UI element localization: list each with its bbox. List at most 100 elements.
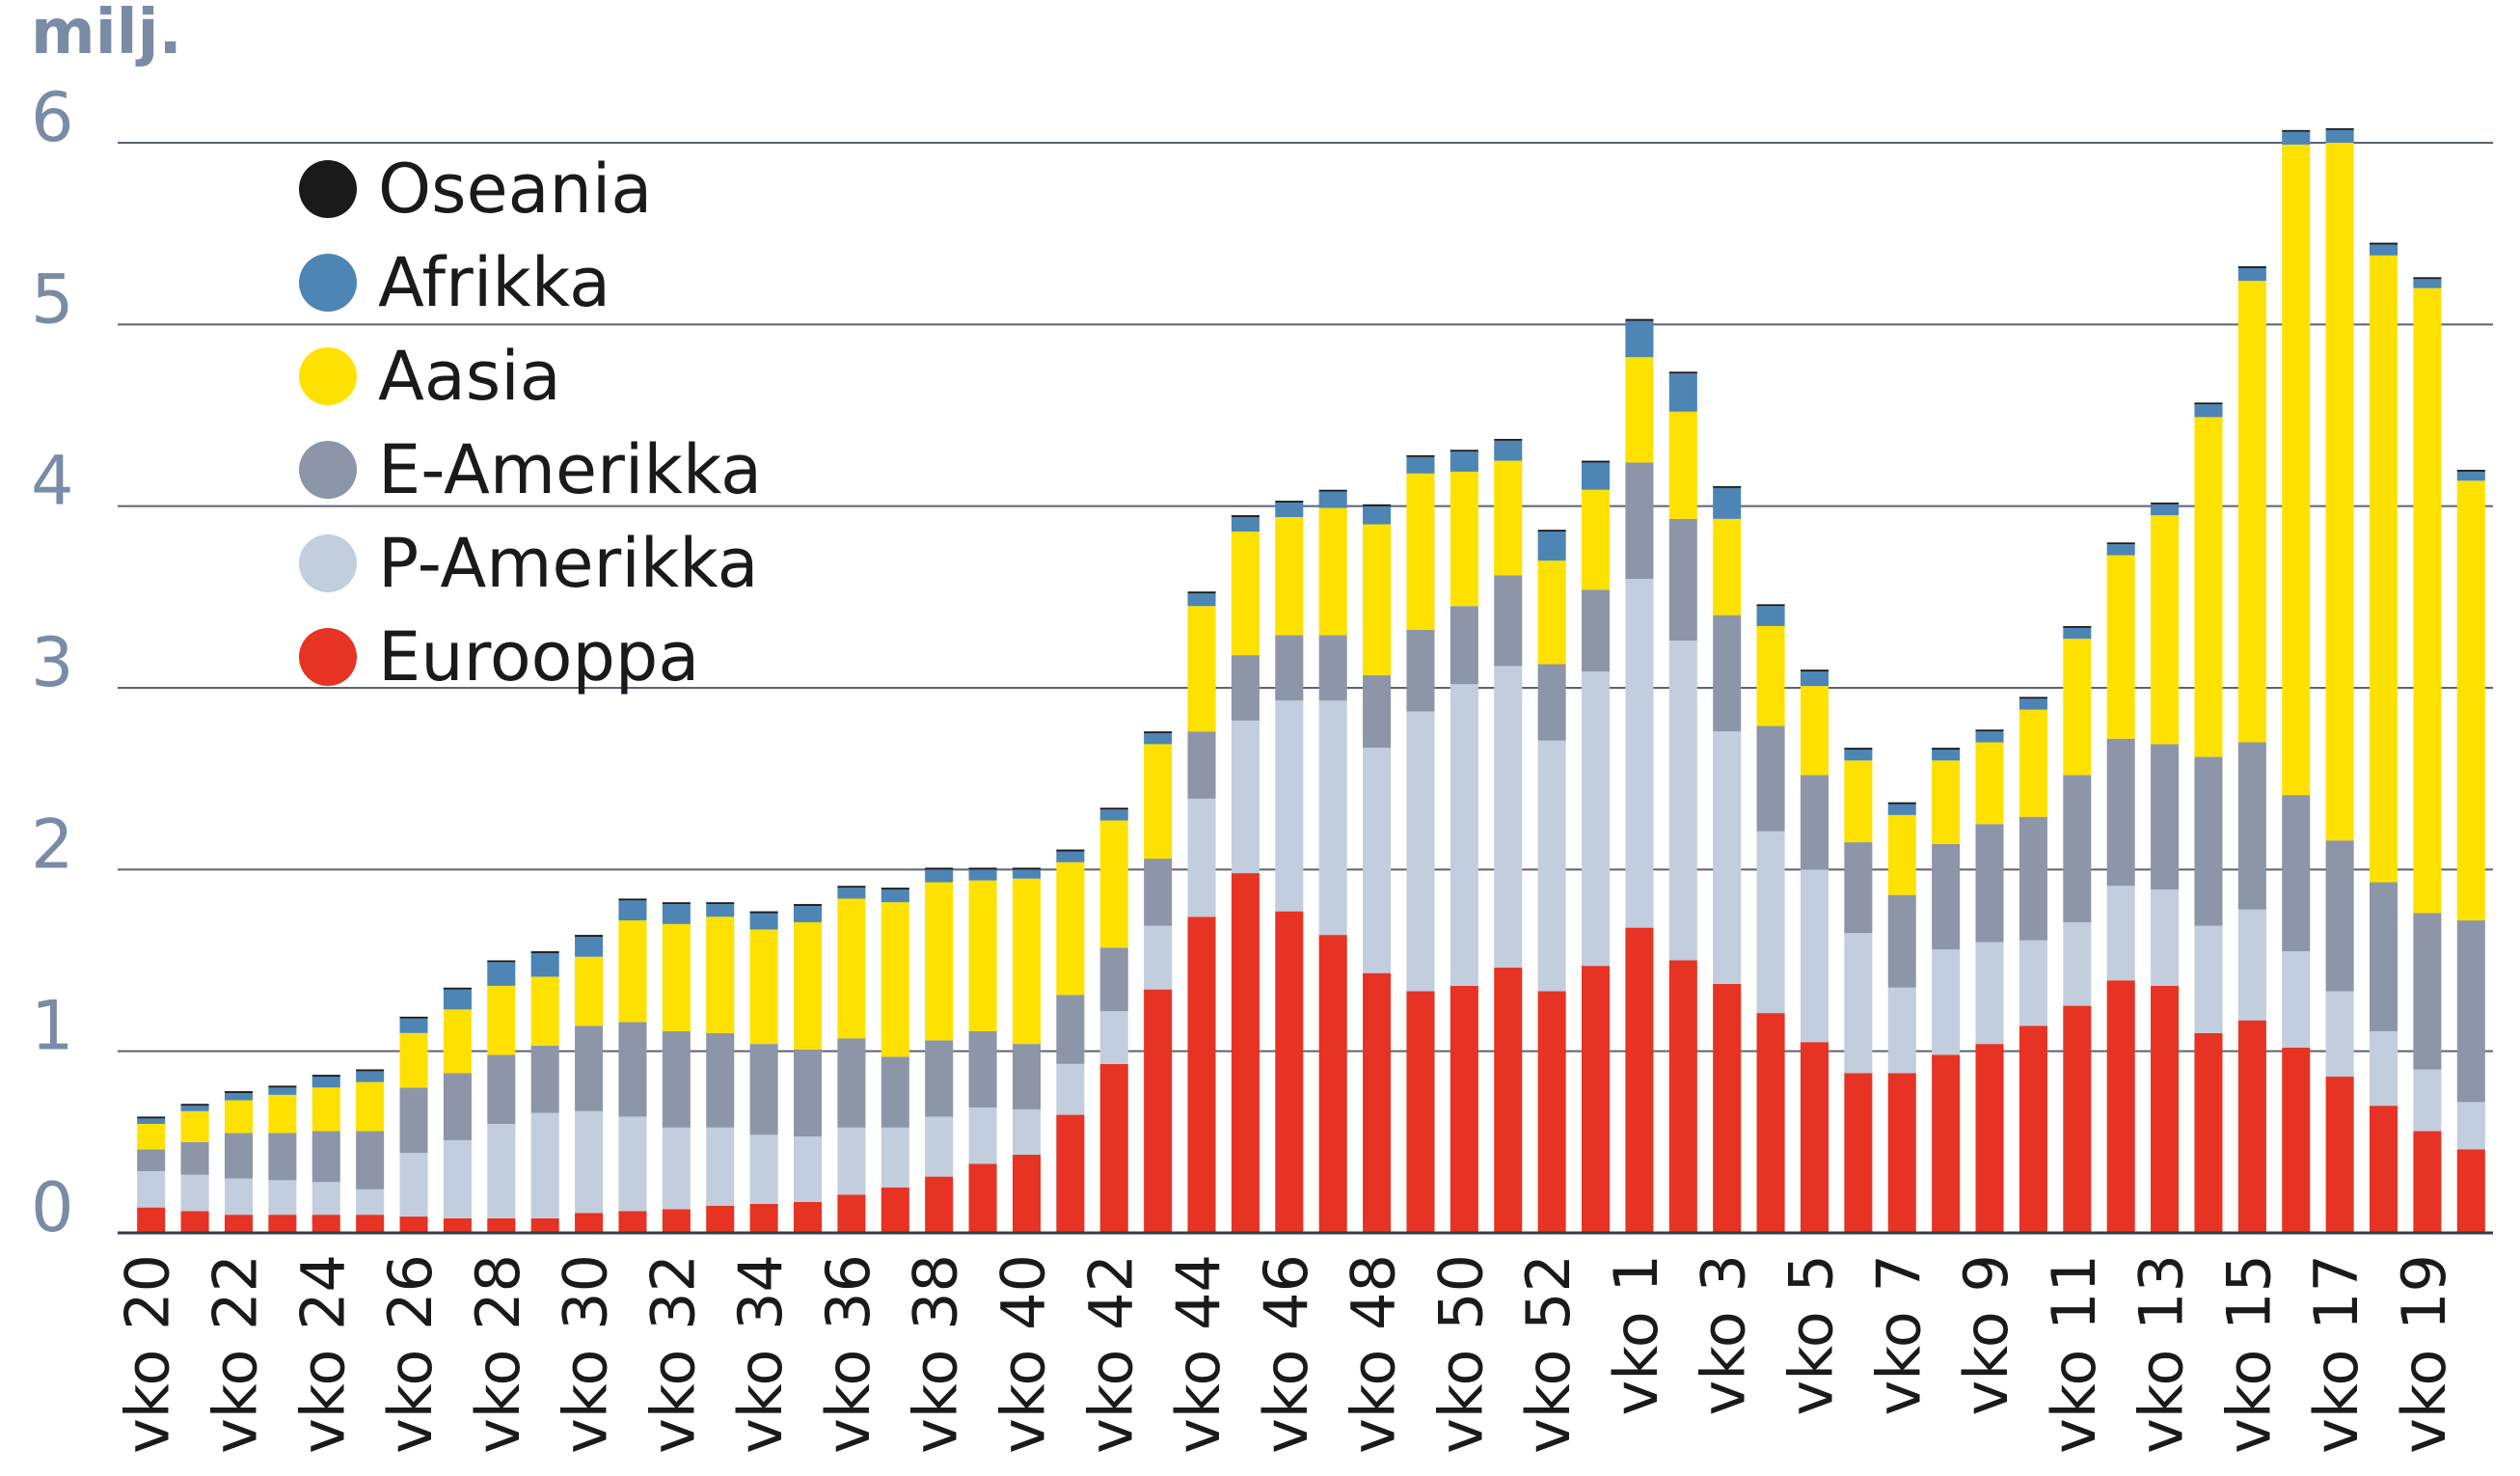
legend-label: Eurooppa xyxy=(378,617,699,697)
bar-segment xyxy=(2456,470,2485,472)
bar-segment xyxy=(1932,1054,1961,1233)
bar-stack xyxy=(356,1069,385,1233)
bar-segment xyxy=(1582,671,1611,967)
bar-stack xyxy=(1318,489,1347,1233)
bar-segment xyxy=(749,913,778,930)
bar-segment xyxy=(1975,742,2004,825)
bar-stack xyxy=(2237,266,2266,1233)
bar-segment xyxy=(2370,255,2398,883)
bar-segment xyxy=(2282,951,2311,1048)
bar-segment xyxy=(224,1100,253,1134)
bar-segment xyxy=(1494,438,1523,441)
bar-segment xyxy=(968,1107,997,1164)
bar-stack xyxy=(1187,591,1216,1233)
bar-segment xyxy=(1800,869,1829,1043)
bar-segment xyxy=(1231,516,1260,533)
bar-segment xyxy=(1099,807,1128,810)
bar-stack xyxy=(618,898,647,1233)
y-tick-label: 4 xyxy=(31,442,74,521)
bar-stack xyxy=(968,867,997,1233)
bar-stack xyxy=(881,888,909,1233)
bar-segment xyxy=(881,1127,909,1188)
bar-segment xyxy=(1932,760,1961,844)
bar-segment xyxy=(2194,756,2223,926)
bar-segment xyxy=(2106,886,2135,981)
bar-segment xyxy=(2194,404,2223,418)
bar-segment xyxy=(1887,1073,1916,1233)
bar-stack xyxy=(575,935,604,1233)
bar-segment xyxy=(1318,635,1347,701)
bar-segment xyxy=(2325,129,2354,143)
bar-stack xyxy=(487,960,516,1233)
x-axis-ticks: vko 20 vko 22 vko 24 vko 26 vko 28 vko 30 vko … xyxy=(113,1254,2459,1454)
bar-segment xyxy=(749,1044,778,1135)
bar-stack xyxy=(2063,625,2092,1233)
bar-segment xyxy=(968,1163,997,1233)
bar-stack xyxy=(1275,501,1304,1233)
bar-segment xyxy=(1537,530,1566,533)
bar-segment xyxy=(2370,242,2398,245)
bar-segment xyxy=(618,898,647,901)
bar-segment xyxy=(662,902,691,905)
bar-segment xyxy=(224,1133,253,1179)
bar-segment xyxy=(356,1215,385,1233)
bar-segment xyxy=(662,904,691,924)
bar-segment xyxy=(2413,279,2442,288)
bar-segment xyxy=(2325,127,2354,130)
bar-segment xyxy=(1756,1013,1785,1233)
bar-segment xyxy=(1275,700,1304,912)
bar-segment xyxy=(1582,460,1611,463)
bar-segment xyxy=(1668,641,1697,961)
bar-segment xyxy=(1625,927,1654,1233)
bar-segment xyxy=(1099,947,1128,1012)
bar-segment xyxy=(1582,489,1611,590)
bar-segment xyxy=(443,1139,472,1218)
bar-segment xyxy=(837,1194,866,1233)
bar-stack xyxy=(1231,515,1260,1233)
bar-segment xyxy=(1713,518,1742,615)
bar-segment xyxy=(1625,320,1654,358)
bar-segment xyxy=(180,1106,209,1111)
bar-segment xyxy=(1231,532,1260,656)
bar-segment xyxy=(224,1178,253,1216)
y-tick-label: 2 xyxy=(31,805,74,884)
bar-segment xyxy=(180,1141,209,1175)
bar-segment xyxy=(356,1189,385,1216)
x-tick-label: vko 34 xyxy=(725,1254,796,1454)
bar-segment xyxy=(1625,357,1654,463)
bar-segment xyxy=(399,1153,428,1217)
bar-segment xyxy=(487,962,516,986)
bar-segment xyxy=(1363,504,1392,506)
bar-segment xyxy=(1406,454,1435,457)
bar-segment xyxy=(137,1124,166,1150)
bar-segment xyxy=(2456,471,2485,481)
bar-segment xyxy=(925,1116,954,1177)
bar-segment xyxy=(2194,417,2223,757)
legend-label: E-Amerikka xyxy=(378,430,762,509)
x-tick-label: vko 44 xyxy=(1163,1254,1233,1454)
bar-segment xyxy=(1187,798,1216,917)
bar-segment xyxy=(443,989,472,1010)
bar-segment xyxy=(1887,987,1916,1074)
bar-stack xyxy=(794,904,823,1233)
bar-segment xyxy=(356,1069,385,1072)
bar-stack xyxy=(837,886,866,1233)
x-tick-label: vko 15 xyxy=(2213,1254,2284,1454)
bar-segment xyxy=(2413,1069,2442,1132)
bar-segment xyxy=(1844,750,1873,761)
bar-segment xyxy=(1450,684,1478,986)
bar-segment xyxy=(1187,593,1216,607)
bar-segment xyxy=(268,1094,297,1134)
bars xyxy=(137,127,2485,1233)
y-tick-label: 0 xyxy=(31,1168,74,1247)
bar-segment xyxy=(925,1176,954,1233)
bar-segment xyxy=(794,1201,823,1233)
y-tick-label: 5 xyxy=(31,260,74,339)
bar-segment xyxy=(2019,816,2047,941)
bar-segment xyxy=(706,902,735,905)
bar-segment xyxy=(312,1215,340,1233)
legend-item: Afrikka xyxy=(299,243,610,322)
bar-segment xyxy=(530,1217,559,1233)
legend-swatch xyxy=(299,534,357,592)
bar-segment xyxy=(2194,925,2223,1033)
